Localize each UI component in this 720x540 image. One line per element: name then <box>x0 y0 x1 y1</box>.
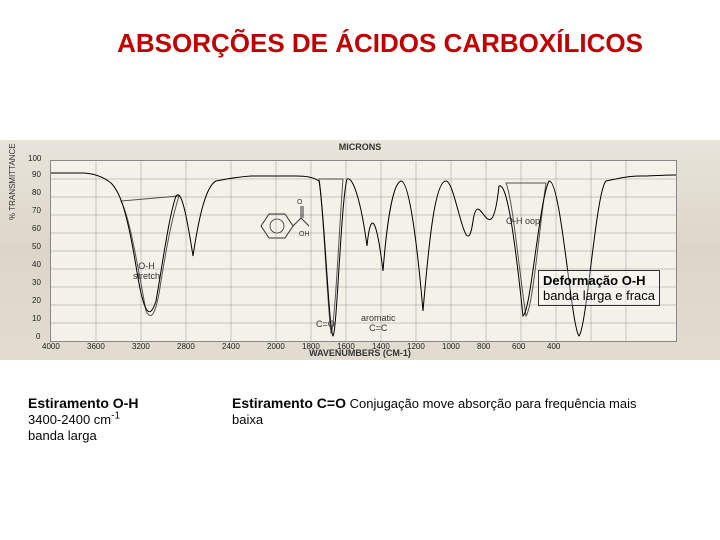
trace-line <box>51 173 676 336</box>
top-axis-label: MICRONS <box>339 142 382 152</box>
spectrum-chart: O-Hstretch C=O aromaticC=C O-H oop O OH <box>50 160 677 342</box>
xtick: 3600 <box>87 342 105 351</box>
ytick: 30 <box>32 278 41 287</box>
svg-text:O: O <box>297 199 303 206</box>
callout-deformation-sub: banda larga e fraca <box>543 288 655 303</box>
callout-oh-stretch: Estiramento O-H 3400-2400 cm-1 banda lar… <box>28 395 208 443</box>
callout-co-stretch: Estiramento C=O Conjugação move absorção… <box>232 395 662 427</box>
callout-deformation-title: Deformação O-H <box>543 273 646 288</box>
label-oh-stretch: O-Hstretch <box>133 261 160 281</box>
xtick: 400 <box>547 342 560 351</box>
xtick: 800 <box>477 342 490 351</box>
callout-co-title: Estiramento C=O <box>232 395 346 411</box>
ytick: 100 <box>28 154 41 163</box>
label-oh-oop: O-H oop <box>506 216 540 226</box>
y-axis-label: % TRANSMITTANCE <box>8 143 17 220</box>
xtick: 2400 <box>222 342 240 351</box>
page-title: ABSORÇÕES DE ÁCIDOS CARBOXÍLICOS <box>0 0 720 69</box>
xtick: 2800 <box>177 342 195 351</box>
ir-spectrum-panel: MICRONS % TRANSMITTANCE O-Hstr <box>0 140 720 360</box>
xtick: 1000 <box>442 342 460 351</box>
callout-oh-range: 3400-2400 cm <box>28 412 111 427</box>
callout-oh-sub2: banda larga <box>28 428 97 443</box>
ytick: 80 <box>32 188 41 197</box>
ytick: 70 <box>32 206 41 215</box>
molecule-diagram: O OH <box>241 196 311 256</box>
callout-deformation: Deformação O-H banda larga e fraca <box>538 270 660 306</box>
ytick: 60 <box>32 224 41 233</box>
xtick: 600 <box>512 342 525 351</box>
ytick: 10 <box>32 314 41 323</box>
label-co: C=O <box>316 319 335 329</box>
xtick: 4000 <box>42 342 60 351</box>
ytick: 90 <box>32 170 41 179</box>
svg-text:OH: OH <box>299 231 310 238</box>
ytick: 50 <box>32 242 41 251</box>
x-axis-label: WAVENUMBERS (CM-1) <box>309 348 411 358</box>
xtick: 2000 <box>267 342 285 351</box>
xtick: 3200 <box>132 342 150 351</box>
peak-oh-stretch <box>121 196 179 316</box>
ytick: 0 <box>36 332 40 341</box>
ytick: 40 <box>32 260 41 269</box>
ytick: 20 <box>32 296 41 305</box>
callout-oh-sup: -1 <box>111 411 120 422</box>
label-aromatic: aromaticC=C <box>361 313 396 333</box>
callout-oh-title: Estiramento O-H <box>28 395 138 411</box>
